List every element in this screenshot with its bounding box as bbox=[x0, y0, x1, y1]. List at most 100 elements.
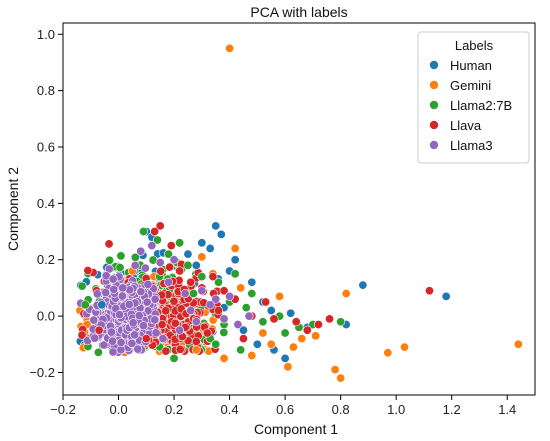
cluster-point bbox=[105, 255, 115, 265]
cluster-point bbox=[161, 346, 171, 356]
data-point bbox=[286, 308, 296, 318]
data-point bbox=[94, 325, 104, 335]
data-point bbox=[139, 227, 149, 237]
data-point bbox=[197, 272, 207, 282]
data-point bbox=[325, 314, 335, 324]
legend-label: Llava bbox=[450, 118, 482, 133]
cluster-point bbox=[157, 320, 167, 330]
data-point bbox=[152, 235, 162, 245]
data-point bbox=[330, 365, 340, 375]
legend-label: Human bbox=[450, 58, 492, 73]
data-point bbox=[175, 325, 185, 335]
x-axis-ticks: −0.2 0.0 0.2 0.4 0.6 0.8 1.0 1.2 1.4 bbox=[50, 395, 516, 417]
data-point bbox=[258, 317, 268, 327]
legend-marker bbox=[429, 60, 439, 70]
data-point bbox=[247, 277, 257, 287]
data-point bbox=[211, 221, 221, 231]
cluster-point bbox=[108, 347, 118, 357]
data-point bbox=[205, 243, 215, 253]
cluster-point bbox=[115, 263, 125, 273]
data-point bbox=[441, 291, 451, 301]
data-point bbox=[275, 291, 285, 301]
cluster-point bbox=[136, 287, 146, 297]
cluster-point bbox=[89, 315, 99, 325]
data-point bbox=[158, 334, 168, 344]
legend-item: Gemini bbox=[429, 78, 491, 93]
data-point bbox=[80, 300, 90, 310]
legend-item: Human bbox=[429, 58, 492, 73]
data-point bbox=[191, 317, 201, 327]
data-point bbox=[211, 339, 221, 349]
x-tick-label: 1.4 bbox=[498, 402, 516, 417]
data-point bbox=[136, 246, 146, 256]
legend-label: Llama2:7B bbox=[450, 98, 512, 113]
data-point bbox=[400, 342, 410, 352]
legend-title: Labels bbox=[455, 38, 494, 53]
cluster-point bbox=[161, 306, 171, 316]
data-point bbox=[247, 351, 257, 361]
cluster-point bbox=[117, 291, 127, 301]
data-point bbox=[266, 339, 276, 349]
data-point bbox=[230, 255, 240, 265]
cluster-point bbox=[99, 340, 109, 350]
cluster-point bbox=[77, 330, 87, 340]
data-point bbox=[155, 258, 165, 268]
legend-item: Llama3 bbox=[429, 138, 493, 153]
legend: Labels Human Gemini Llama2:7B Llava Llama3 bbox=[417, 31, 530, 164]
data-point bbox=[197, 238, 207, 248]
cluster-point bbox=[127, 338, 137, 348]
data-point bbox=[130, 260, 140, 270]
legend-item: Llava bbox=[429, 118, 482, 133]
data-point bbox=[197, 252, 207, 262]
x-tick-label: 0.0 bbox=[109, 402, 127, 417]
cluster-point bbox=[140, 263, 150, 273]
cluster-point bbox=[128, 318, 138, 328]
data-point bbox=[258, 328, 268, 338]
legend-box bbox=[417, 31, 530, 164]
data-point bbox=[241, 303, 251, 313]
cluster-point bbox=[138, 321, 148, 331]
cluster-point bbox=[77, 281, 87, 291]
legend-marker bbox=[429, 80, 439, 90]
cluster-point bbox=[114, 310, 124, 320]
data-point bbox=[197, 286, 207, 296]
legend-label: Llama3 bbox=[450, 138, 493, 153]
cluster-point bbox=[134, 311, 144, 321]
cluster-point bbox=[165, 262, 175, 272]
data-point bbox=[219, 353, 229, 363]
data-point bbox=[313, 320, 323, 330]
series-cluster-llama3 bbox=[76, 263, 161, 357]
data-point bbox=[202, 328, 212, 338]
data-point bbox=[358, 280, 368, 290]
data-point bbox=[230, 269, 240, 279]
cluster-point bbox=[170, 318, 180, 328]
cluster-point bbox=[109, 284, 119, 294]
data-point bbox=[150, 227, 160, 237]
data-point bbox=[288, 342, 298, 352]
data-point bbox=[191, 260, 201, 270]
cluster-point bbox=[92, 289, 102, 299]
data-point bbox=[383, 348, 393, 358]
x-tick-label: 0.2 bbox=[165, 402, 183, 417]
x-tick-label: 1.2 bbox=[443, 402, 461, 417]
cluster-point bbox=[90, 333, 100, 343]
y-tick-label: 0.2 bbox=[37, 252, 55, 267]
data-point bbox=[225, 43, 235, 53]
y-axis-label: Component 2 bbox=[5, 167, 21, 251]
legend-item: Llama2:7B bbox=[429, 98, 512, 113]
x-axis-label: Component 1 bbox=[254, 421, 338, 437]
legend-marker bbox=[429, 120, 439, 130]
data-point bbox=[219, 286, 229, 296]
data-point bbox=[336, 373, 346, 383]
y-axis-ticks: −0.2 0.0 0.2 0.4 0.6 0.8 1.0 bbox=[29, 27, 63, 380]
cluster-point bbox=[101, 288, 111, 298]
data-point bbox=[244, 311, 254, 321]
series-llama3 bbox=[130, 241, 254, 344]
data-point bbox=[211, 294, 221, 304]
x-tick-label: 0.6 bbox=[276, 402, 294, 417]
cluster-point bbox=[130, 330, 140, 340]
series-gemini bbox=[127, 43, 523, 383]
data-point bbox=[97, 300, 107, 310]
cluster-point bbox=[156, 266, 166, 276]
x-tick-label: 1.0 bbox=[387, 402, 405, 417]
